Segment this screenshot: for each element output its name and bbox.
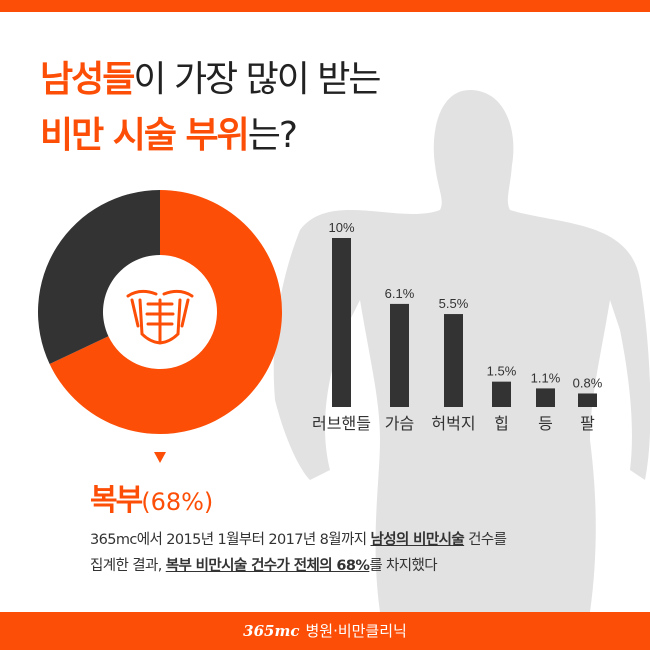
desc-text: 집계한 결과, <box>90 558 166 574</box>
result-label: 복부(68%) <box>90 475 213 519</box>
bar-category-label: 러브핸들 <box>312 414 371 433</box>
footer-name: 병원·비만클리닉 <box>305 622 407 640</box>
bar-data-label: 1.5% <box>487 364 517 379</box>
bar-data-label: 5.5% <box>439 296 469 311</box>
bar <box>332 238 351 407</box>
abs-stroke <box>162 289 194 298</box>
abs-stroke <box>180 298 190 328</box>
abs-stroke <box>130 298 140 328</box>
title-rest: 이 가장 많이 받는 <box>133 59 381 100</box>
bar <box>578 393 597 407</box>
footer: 365mc 병원·비만클리닉 <box>0 612 650 650</box>
title-line-1: 남성들이 가장 많이 받는 <box>40 50 382 102</box>
abs-stroke <box>126 289 158 298</box>
donut-slice <box>37 190 160 364</box>
bar-data-label: 0.8% <box>573 375 603 390</box>
bar <box>390 303 409 407</box>
donut-slice <box>49 190 283 434</box>
title-highlight: 비만 시술 부위 <box>40 115 250 156</box>
title-rest: 는? <box>247 115 298 156</box>
bar-data-label: 10% <box>328 220 354 235</box>
desc-text: 를 차지했다 <box>369 558 438 574</box>
desc-text: 건수를 <box>464 532 507 548</box>
desc-text: 365mc에서 2015년 1월부터 2017년 8월까지 <box>90 532 371 548</box>
bar-data-label: 6.1% <box>385 286 415 301</box>
bar <box>444 314 463 407</box>
abs-icon <box>126 289 194 345</box>
desc-emphasis: 복부 비만시술 건수가 전체의 68% <box>165 558 370 574</box>
bar-category-label: 힙 <box>494 414 509 433</box>
pointer-triangle-icon <box>154 452 166 463</box>
bar-category-label: 허벅지 <box>431 414 475 433</box>
bar-category-label: 팔 <box>580 414 595 433</box>
bar-data-label: 1.1% <box>531 370 561 385</box>
title-highlight: 남성들 <box>40 59 135 100</box>
bar <box>492 381 511 407</box>
bar-category-label: 가슴 <box>385 414 414 433</box>
result-part: 복부 <box>90 483 143 518</box>
bar-category-label: 등 <box>538 414 553 433</box>
result-percent: (68%) <box>141 488 214 516</box>
description: 365mc에서 2015년 1월부터 2017년 8월까지 남성의 비만시술 건… <box>90 527 507 579</box>
bar <box>536 388 555 407</box>
footer-logo: 365mc <box>243 622 300 640</box>
title-line-2: 비만 시술 부위는? <box>40 106 298 158</box>
desc-emphasis: 남성의 비만시술 <box>370 532 465 548</box>
top-bar <box>0 0 650 12</box>
